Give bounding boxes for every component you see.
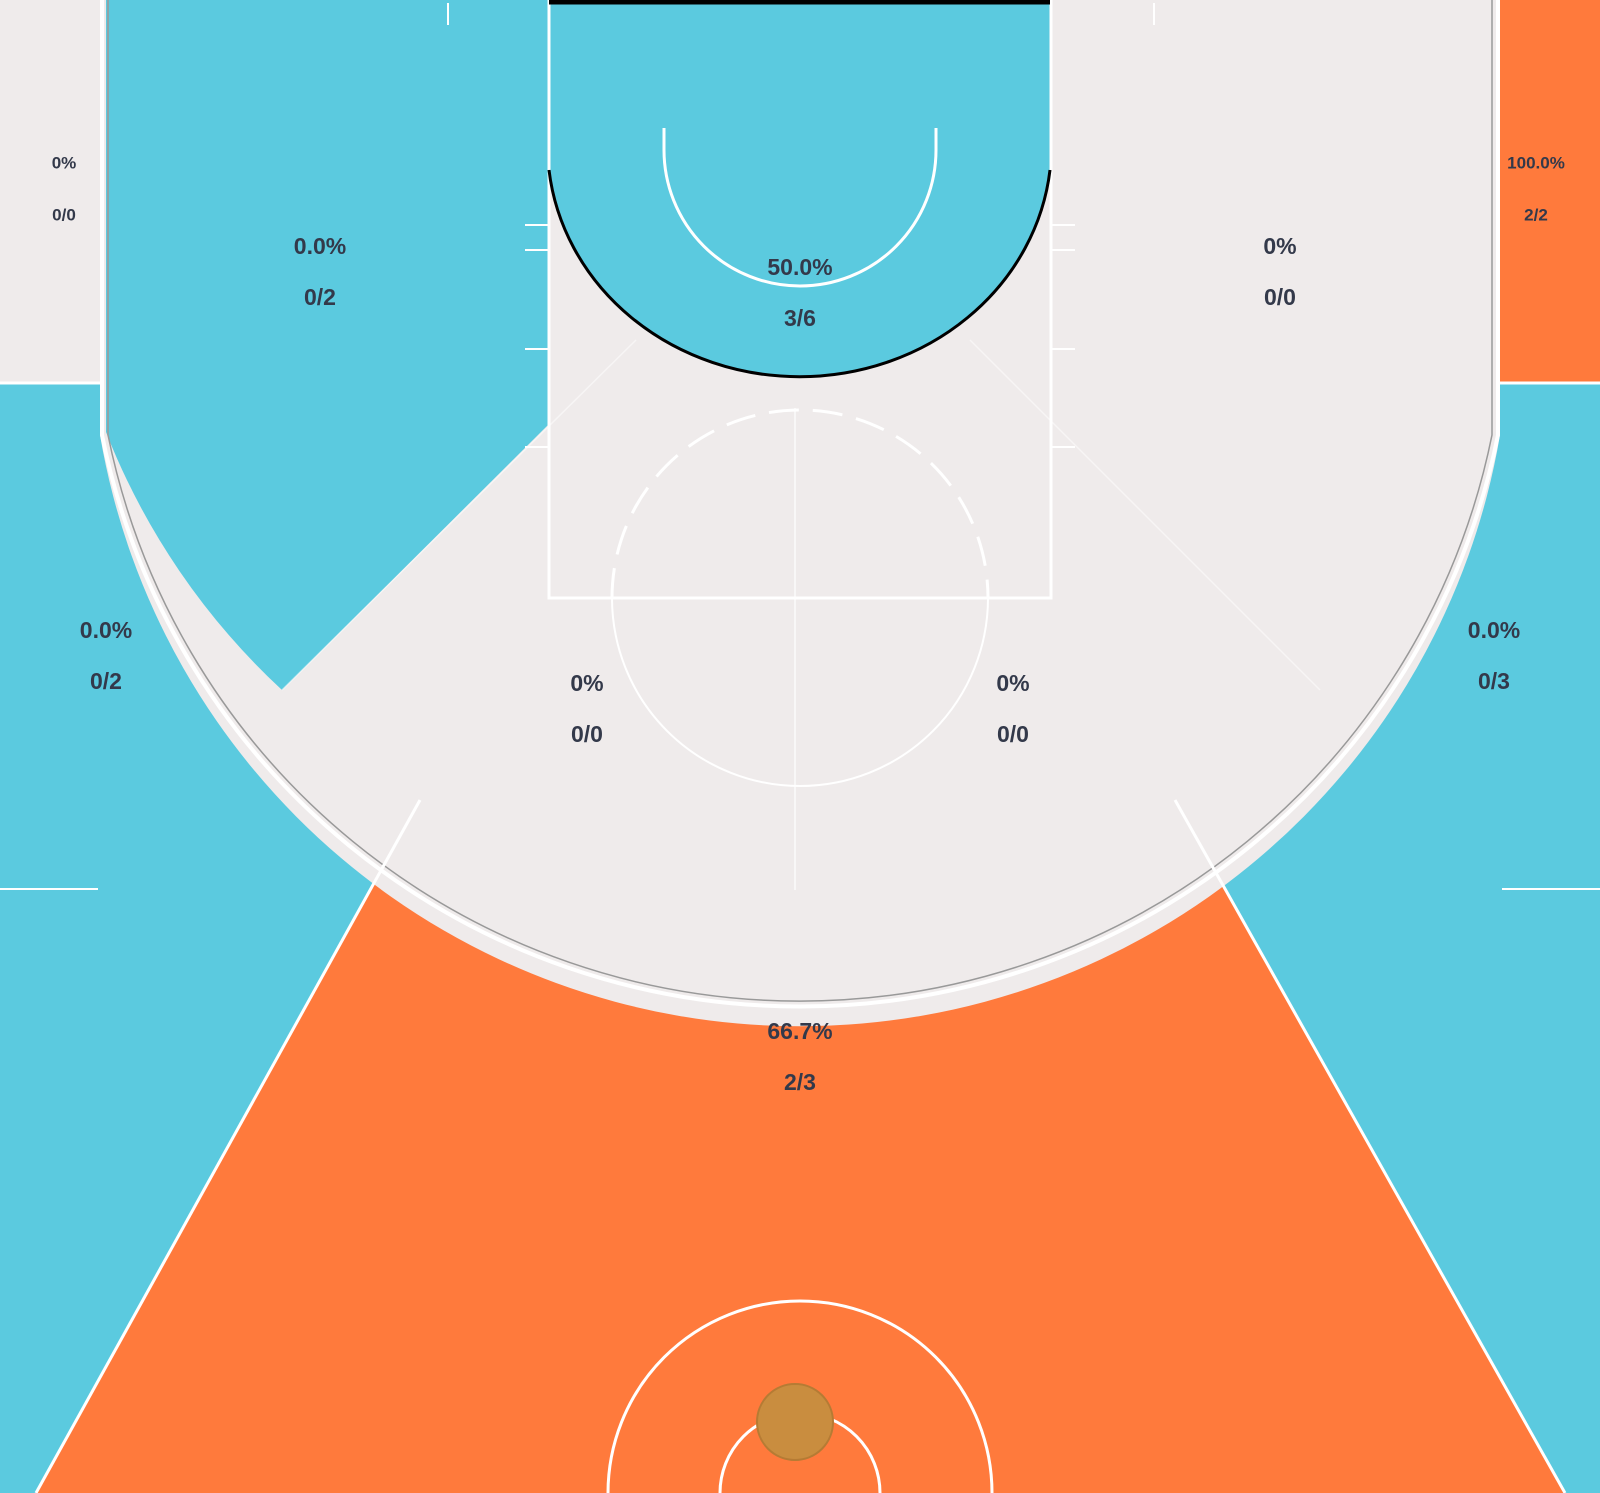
separator-right (969, 339, 1321, 691)
zone-fill-restricted-area (549, 0, 1050, 377)
label-wing-left-pct: 0.0% (294, 233, 346, 259)
label-deep-center-pct: 66.7% (767, 1018, 832, 1044)
zone-fill-wing-left (106, 0, 549, 690)
label-restricted-frac: 3/6 (784, 305, 816, 331)
label-deep-center-frac: 2/3 (784, 1069, 816, 1095)
three-point-line (100, 0, 1500, 1009)
label-mid-left-frac: 0/0 (571, 721, 603, 747)
label-above-break-left-frac: 0/2 (90, 668, 122, 694)
label-mid-left-pct: 0% (570, 670, 603, 696)
zone-fill-corner-right (1500, 0, 1600, 383)
free-throw-circle-top (610, 408, 990, 599)
center-circle-outer (606, 1299, 994, 1493)
separator-deep-left (34, 799, 422, 1493)
basketball-icon (756, 1383, 834, 1461)
label-restricted-pct: 50.0% (767, 254, 832, 280)
label-wing-right-frac: 0/0 (1264, 284, 1296, 310)
zone-fill-corner-left (0, 0, 100, 383)
restricted-boundary (547, 169, 1052, 379)
label-mid-right-frac: 0/0 (997, 721, 1029, 747)
label-above-break-right-frac: 0/3 (1478, 668, 1510, 694)
restricted-arc (662, 128, 938, 288)
label-corner-right-frac: 2/2 (1524, 205, 1548, 224)
label-mid-right-pct: 0% (996, 670, 1029, 696)
label-above-break-left-pct: 0.0% (80, 617, 132, 643)
separator-left (281, 339, 637, 691)
zone-labels: 0% 0/0 100.0% 2/2 0.0% 0/2 0% 0/0 50.0% … (52, 153, 1565, 1095)
label-corner-right-pct: 100.0% (1507, 153, 1565, 172)
lane-hash-marks (0, 3, 1600, 890)
free-throw-circle-bottom (611, 597, 989, 787)
label-corner-left-frac: 0/0 (52, 205, 76, 224)
label-above-break-right-pct: 0.0% (1468, 617, 1520, 643)
three-point-line-shadow (107, 0, 1493, 1002)
label-wing-right-pct: 0% (1263, 233, 1296, 259)
separator-deep-right (1173, 799, 1567, 1493)
free-throw-lane (547, 0, 1053, 600)
zone-fill-deep-center (36, 800, 1565, 1493)
label-corner-left-pct: 0% (52, 153, 77, 172)
label-wing-left-frac: 0/2 (304, 284, 336, 310)
